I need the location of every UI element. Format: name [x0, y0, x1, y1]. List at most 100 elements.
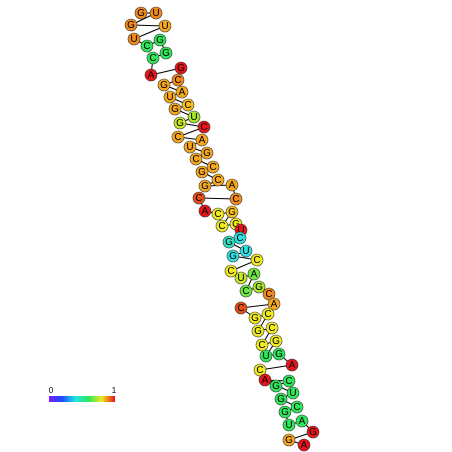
base-label: G [160, 80, 168, 91]
base-label: U [152, 8, 159, 19]
base-circle [234, 301, 248, 315]
base-label: A [199, 135, 206, 146]
base-label: G [281, 407, 289, 418]
base-circle [168, 102, 182, 116]
base-circle [224, 264, 238, 278]
base-circle [146, 51, 160, 65]
base-label: C [264, 309, 271, 320]
base-circle [153, 33, 167, 47]
base-label: G [255, 282, 263, 293]
base-circle [215, 219, 229, 233]
base-circle [295, 414, 309, 428]
base-label: C [149, 53, 156, 64]
base-circle [262, 287, 276, 301]
base-circle [253, 363, 267, 377]
base-label: C [242, 286, 249, 297]
base-circle [140, 39, 154, 53]
base-circle [252, 280, 266, 294]
base-circle [171, 73, 185, 87]
base-label: G [272, 336, 280, 347]
base-label: G [198, 167, 206, 178]
base-circle [149, 6, 163, 20]
base-label: U [161, 21, 168, 32]
base-label: A [299, 416, 306, 427]
base-circle [269, 334, 283, 348]
base-label: G [228, 207, 236, 218]
base-circle [144, 68, 158, 82]
base-circle [278, 405, 292, 419]
base-circle [255, 338, 269, 352]
base-circle [206, 160, 220, 174]
base-circle [265, 321, 279, 335]
base-label: C [268, 323, 275, 334]
base-label: C [174, 132, 181, 143]
base-label: C [214, 209, 221, 220]
base-label: U [237, 225, 244, 236]
base-label: C [184, 100, 191, 111]
base-label: C [195, 193, 202, 204]
base-label: U [237, 273, 244, 284]
base-circle [282, 418, 296, 432]
base-circle [225, 178, 239, 192]
base-label: C [237, 303, 244, 314]
base-label: U [190, 112, 197, 123]
base-circle [159, 46, 173, 60]
base-label: G [137, 8, 145, 19]
base-label: G [251, 313, 259, 324]
base-label: U [130, 34, 137, 45]
base-circle [297, 438, 311, 452]
base-circle [197, 120, 211, 134]
base-circle [226, 249, 240, 263]
base-circle [222, 235, 236, 249]
base-circle [248, 311, 262, 325]
base-label: G [203, 148, 211, 159]
base-label: C [192, 154, 199, 165]
base-label: C [143, 41, 150, 52]
base-label: A [229, 180, 236, 191]
base-circle [247, 267, 261, 281]
base-circle [173, 116, 187, 130]
base-circle [163, 90, 177, 104]
base-circle [285, 358, 299, 372]
base-label: U [262, 351, 269, 362]
base-label: C [236, 233, 243, 244]
base-circle [274, 392, 288, 406]
base-circle [250, 253, 264, 267]
base-label: C [174, 75, 181, 86]
base-circle [175, 85, 189, 99]
base-circle [187, 110, 201, 124]
base-circle [259, 349, 273, 363]
base-circle [239, 244, 253, 258]
base-label: G [225, 237, 233, 248]
base-label: G [309, 427, 317, 438]
base-label: G [275, 349, 283, 360]
base-label: G [232, 219, 240, 230]
base-label: U [285, 420, 292, 431]
base-label: U [289, 388, 296, 399]
base-circle [269, 379, 283, 393]
base-circle [158, 19, 172, 33]
base-label: C [256, 365, 263, 376]
base-circle [233, 231, 247, 245]
base-label: C [209, 162, 216, 173]
base-circle [181, 98, 195, 112]
base-label: C [227, 266, 234, 277]
base-label: G [162, 48, 170, 59]
base-circle [239, 284, 253, 298]
base-label: C [200, 122, 207, 133]
base-label: G [277, 394, 285, 405]
base-label: G [156, 35, 164, 46]
base-label: C [214, 175, 221, 186]
base-label: G [176, 118, 184, 129]
base-circle [282, 433, 296, 447]
colorbar [49, 396, 115, 402]
base-label: A [271, 299, 278, 310]
base-label: C [265, 289, 272, 300]
base-label: G [177, 63, 185, 74]
base-circle [229, 192, 243, 206]
base-label: A [262, 375, 269, 386]
base-label: C [258, 340, 265, 351]
base-label: U [242, 246, 249, 257]
base-circle [195, 133, 209, 147]
